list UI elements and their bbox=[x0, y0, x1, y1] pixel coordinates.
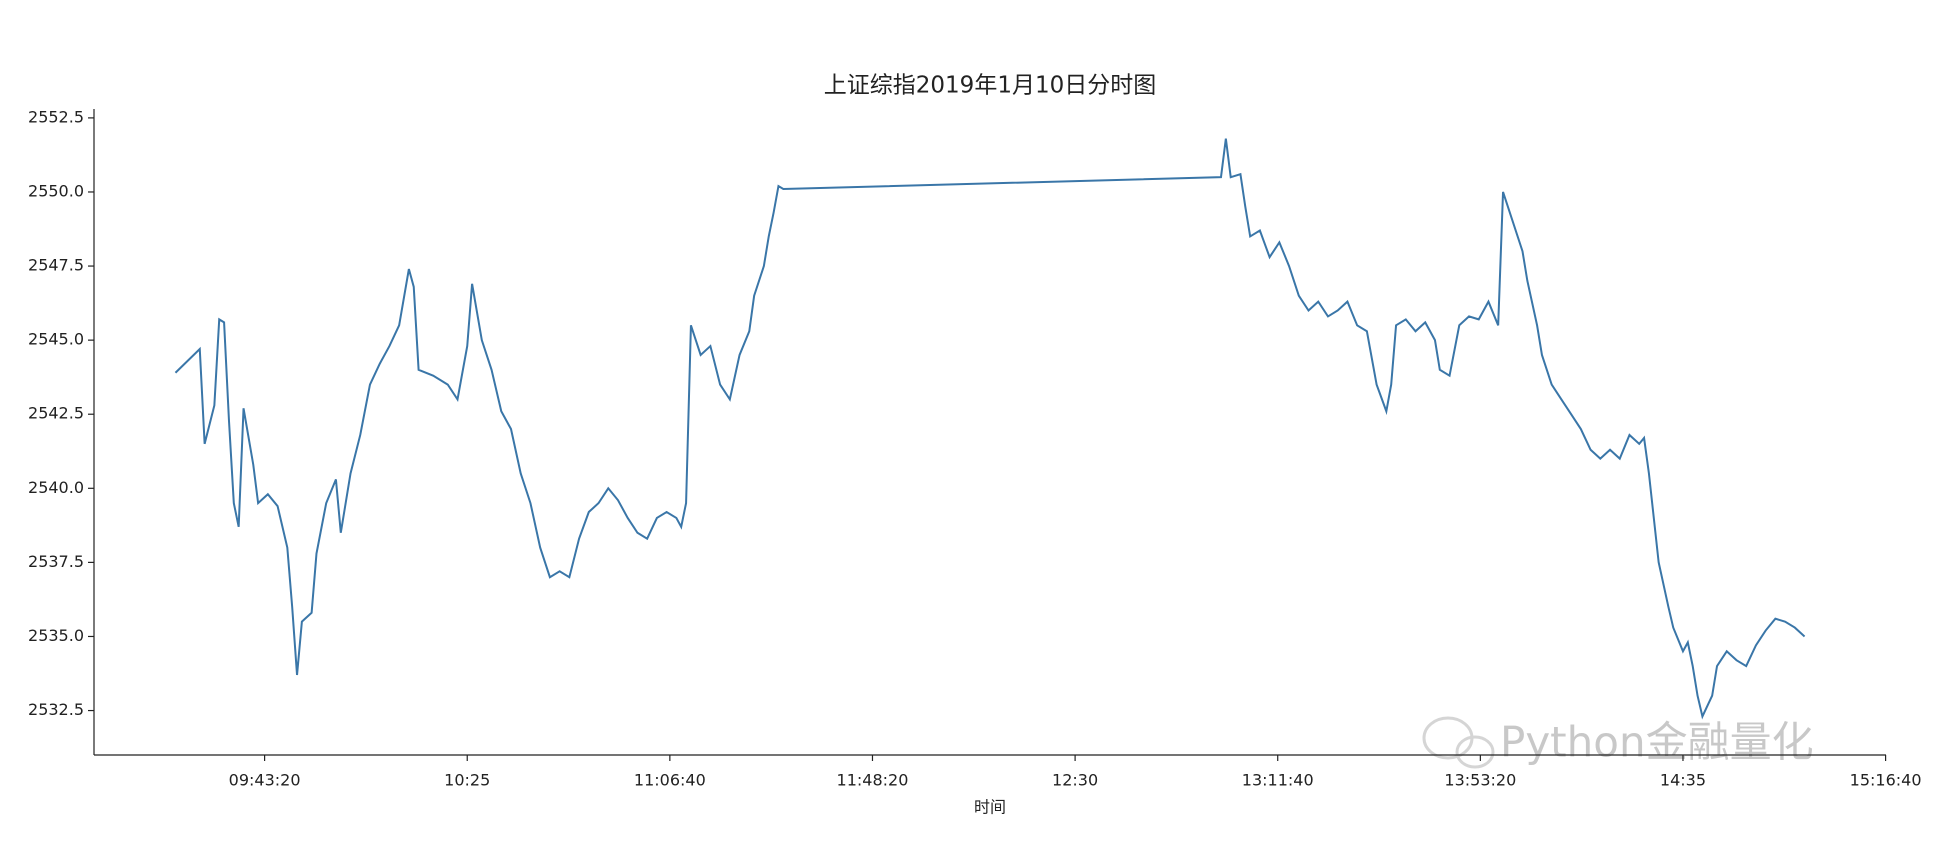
x-tick-label: 13:53:20 bbox=[1444, 771, 1516, 790]
x-tick-label: 15:16:40 bbox=[1850, 771, 1922, 790]
y-tick-label: 2552.5 bbox=[28, 107, 84, 126]
x-tick-label: 13:11:40 bbox=[1242, 771, 1314, 790]
x-tick-label: 10:25 bbox=[444, 771, 490, 790]
price-line bbox=[174, 138, 1806, 720]
y-tick-label: 2542.5 bbox=[28, 404, 84, 423]
y-tick-label: 2537.5 bbox=[28, 552, 84, 571]
x-tick-label: 11:48:20 bbox=[837, 771, 909, 790]
x-tick-label: 09:43:20 bbox=[229, 771, 301, 790]
y-tick-label: 2532.5 bbox=[28, 700, 84, 719]
chart-title: 上证综指2019年1月10日分时图 bbox=[824, 73, 1156, 99]
y-tick-label: 2545.0 bbox=[28, 330, 84, 349]
x-axis-label: 时间 bbox=[974, 798, 1006, 817]
watermark-icon bbox=[1422, 716, 1495, 769]
y-tick-label: 2535.0 bbox=[28, 626, 84, 645]
y-tick-label: 2547.5 bbox=[28, 256, 84, 275]
y-tick-label: 2550.0 bbox=[28, 181, 84, 200]
x-tick-label: 12:30 bbox=[1052, 771, 1098, 790]
watermark: Python金融量化 bbox=[1500, 718, 1814, 767]
x-tick-label: 14:35 bbox=[1660, 771, 1706, 790]
y-tick-label: 2540.0 bbox=[28, 478, 84, 497]
x-tick-label: 11:06:40 bbox=[634, 771, 706, 790]
